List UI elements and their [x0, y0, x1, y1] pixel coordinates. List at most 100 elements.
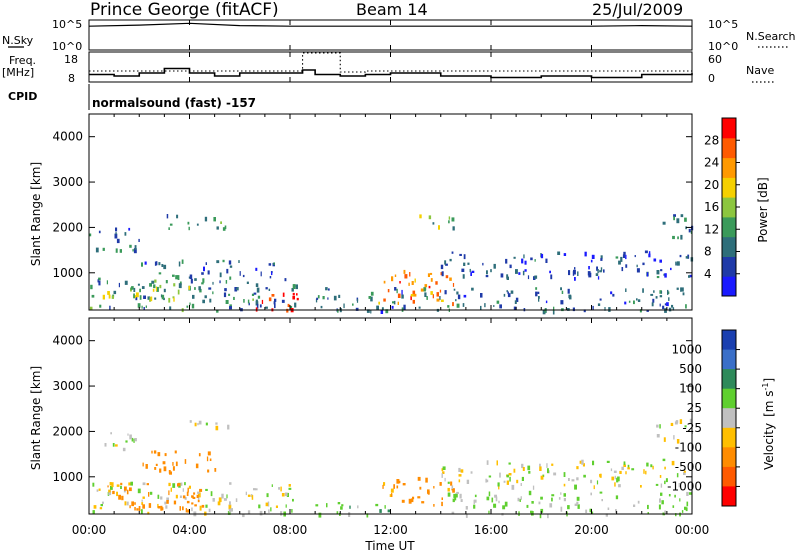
heatmap-cell — [690, 230, 693, 234]
heatmap-cell — [676, 473, 679, 478]
heatmap-cell — [141, 286, 145, 289]
heatmap-cell — [526, 504, 529, 508]
heatmap-cell — [295, 284, 298, 290]
heatmap-cell — [273, 301, 276, 305]
heatmap-cell — [134, 245, 137, 250]
nsearch-tick-high: 10^5 — [708, 18, 738, 31]
heatmap-cell — [605, 513, 608, 517]
heatmap-cell — [116, 238, 120, 244]
heatmap-cell — [408, 498, 412, 504]
freq-tick-high: 18 — [64, 53, 78, 66]
heatmap-cell — [140, 509, 143, 514]
heatmap-cell — [179, 506, 181, 511]
heatmap-cell — [385, 309, 389, 314]
heatmap-cell — [436, 292, 439, 297]
cpid-value: normalsound (fast) -157 — [92, 96, 256, 110]
heatmap-cell — [115, 444, 118, 447]
heatmap-cell — [268, 509, 270, 513]
heatmap-cell — [636, 264, 638, 268]
freq-unit-label: [MHz] — [2, 66, 34, 79]
heatmap-cell — [152, 288, 155, 292]
heatmap-cell — [607, 507, 610, 510]
heatmap-cell — [498, 500, 500, 504]
heatmap-cell — [187, 509, 190, 513]
heatmap-cell — [652, 465, 654, 470]
colorbar-frame — [721, 329, 737, 507]
heatmap-cell — [226, 268, 229, 274]
heatmap-cell — [659, 303, 661, 307]
heatmap-cell — [506, 274, 509, 279]
heatmap-cell — [640, 485, 642, 488]
heatmap-cell — [656, 276, 660, 279]
heatmap-cell — [460, 469, 464, 473]
heatmap-cell — [169, 223, 173, 226]
heatmap-cell — [146, 483, 149, 486]
heatmap-cell — [427, 273, 430, 277]
heatmap-cell — [392, 301, 394, 304]
heatmap-cell — [460, 499, 463, 502]
heatmap-cell — [246, 281, 249, 284]
heatmap-cell — [141, 262, 143, 267]
heatmap-cell — [145, 464, 148, 469]
heatmap-cell — [225, 300, 229, 304]
heatmap-cell — [129, 434, 132, 440]
heatmap-cell — [234, 287, 238, 292]
heatmap-cell — [625, 254, 627, 260]
freq-series — [89, 67, 693, 79]
heatmap-cell — [172, 466, 175, 471]
heatmap-cell — [531, 501, 534, 504]
heatmap-cell — [401, 294, 404, 299]
heatmap-cell — [396, 479, 400, 484]
heatmap-cell — [563, 498, 566, 502]
heatmap-cell — [614, 482, 616, 487]
heatmap-cell — [154, 261, 157, 266]
heatmap-cell — [327, 297, 329, 300]
heatmap-cell — [606, 460, 610, 463]
heatmap-cell — [522, 270, 525, 276]
heatmap-cell — [115, 248, 118, 253]
heatmap-cell — [675, 261, 677, 266]
nave-tick-high: 60 — [708, 53, 722, 66]
heatmap-cell — [636, 298, 638, 301]
heatmap-cell — [394, 274, 397, 277]
heatmap-cell — [177, 483, 179, 487]
heatmap-cell — [336, 511, 339, 514]
heatmap-cell — [540, 253, 544, 259]
heatmap-cell — [99, 507, 103, 510]
heatmap-cell — [142, 482, 146, 486]
heatmap-cell — [515, 269, 518, 274]
heatmap-cell — [642, 262, 645, 266]
heatmap-cell — [590, 492, 592, 496]
heatmap-cell — [391, 305, 394, 309]
heatmap-cell — [116, 484, 120, 487]
heatmap-cell — [258, 504, 261, 509]
y-tick-label: 3000 — [52, 379, 83, 393]
heatmap-cell — [387, 289, 390, 293]
heatmap-cell — [599, 473, 602, 478]
heatmap-cell — [184, 497, 187, 500]
heatmap-cell — [158, 262, 161, 266]
heatmap-cell — [520, 496, 522, 500]
colorbar-swatch — [722, 427, 736, 448]
heatmap-cell — [591, 254, 595, 259]
heatmap-cell — [599, 491, 603, 494]
heatmap-cell — [115, 232, 117, 235]
heatmap-cell — [158, 272, 162, 275]
heatmap-cell — [397, 301, 399, 305]
heatmap-cell — [494, 494, 497, 498]
heatmap-cell — [199, 505, 202, 511]
heatmap-cell — [567, 288, 570, 294]
heatmap-cell — [644, 250, 648, 254]
heatmap-cell — [452, 226, 455, 231]
heatmap-cell — [120, 482, 123, 486]
heatmap-cell — [204, 216, 208, 222]
heatmap-cell — [451, 217, 455, 222]
heatmap-cell — [410, 295, 412, 301]
heatmap-cell — [689, 418, 693, 424]
heatmap-cell — [574, 267, 576, 270]
heatmap-cell — [623, 464, 626, 467]
heatmap-cell — [610, 291, 613, 295]
heatmap-cell — [597, 276, 600, 280]
heatmap-cell — [292, 295, 295, 300]
heatmap-cell — [521, 476, 524, 481]
